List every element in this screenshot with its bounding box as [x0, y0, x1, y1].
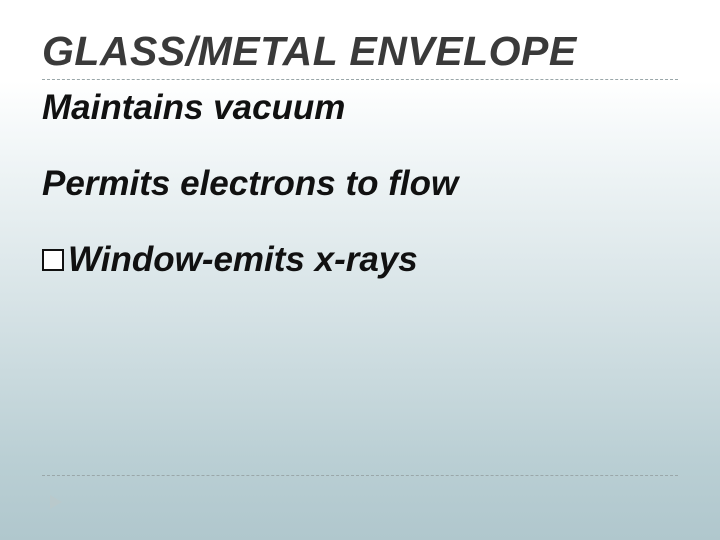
- title-rule: [42, 79, 678, 80]
- slide: GLASS/METAL ENVELOPE Maintains vacuum Pe…: [0, 0, 720, 540]
- bottom-rule: [42, 475, 678, 476]
- slide-title: GLASS/METAL ENVELOPE: [42, 28, 678, 75]
- spacer: [42, 128, 678, 164]
- bullet-box-icon: [42, 249, 64, 271]
- bullet-line: Window-emits x-rays: [42, 240, 678, 280]
- body-line-1: Maintains vacuum: [42, 88, 678, 128]
- bullet-text: Window-emits x-rays: [68, 240, 418, 280]
- arrow-icon: [50, 495, 62, 509]
- body-line-2: Permits electrons to flow: [42, 164, 678, 204]
- spacer: [42, 204, 678, 240]
